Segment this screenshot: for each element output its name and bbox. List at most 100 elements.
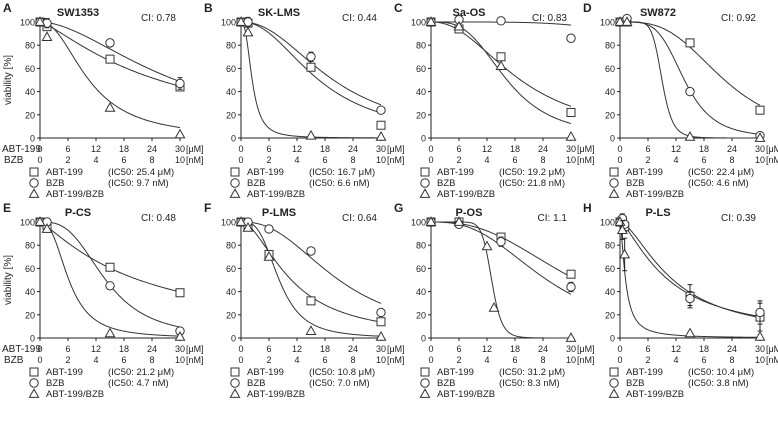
legend-ic50: (IC50: 21.2 μM) [108,367,174,378]
data-point-triangle [565,332,577,342]
y-tick-label: 60 [605,264,615,274]
abt-tick-label: 6 [266,344,271,354]
data-point-triangle [235,216,247,226]
data-point-triangle [235,16,247,26]
y-tick-label: 40 [416,287,426,297]
data-point-circle [685,86,695,97]
legend-marker-triangle [229,188,241,198]
abt-tick-label: 30 [376,344,386,354]
y-tick-label: 60 [226,64,236,74]
bzb-tick-label: 4 [673,355,678,365]
abt-tick-label: 12 [91,344,101,354]
legend-ic50: (IC50: 10.8 μM) [309,367,375,378]
legend-ic50: (IC50: 9.7 nM) [108,178,169,189]
y-axis-label: viability [%] [3,255,14,305]
data-point-triangle [754,331,766,341]
abt-tick-label: 6 [456,144,461,154]
y-tick-label: 40 [25,287,35,297]
legend-marker-square [29,167,39,177]
unit-um: [μM] [766,344,778,354]
y-tick-label: 100 [221,18,236,28]
bzb-tick-label: 2 [65,155,70,165]
data-point-triangle [375,131,387,141]
legend-marker-circle [29,378,39,388]
data-point-triangle [34,16,46,26]
abt-tick-label: 0 [428,144,433,154]
y-axis-label: viability [%] [3,55,14,105]
fit-curve-triangle [619,221,761,338]
legend-label: ABT-199/BZB [626,389,684,400]
y-tick-label: 0 [30,334,35,344]
bzb-tick-label: 0 [428,355,433,365]
legend-marker-circle [29,178,39,188]
y-tick-label: 60 [226,264,236,274]
ci-value: CI: 0.92 [721,13,756,24]
panel-B: B SK-LMS CI: 0.440204060801000062124186248… [204,1,405,200]
legend-label: BZB [46,178,64,189]
unit-um: [μM] [387,144,405,154]
ci-value: CI: 0.64 [342,213,377,224]
bzb-tick-label: 10 [755,155,765,165]
data-point-square [105,54,115,64]
bzb-tick-label: 4 [93,355,98,365]
data-point-circle [685,293,695,304]
abt-tick-label: 24 [348,144,358,154]
unit-nm: [nM] [766,355,778,365]
y-tick-label: 20 [226,110,236,120]
y-tick-label: 100 [600,218,615,228]
legend-ic50: (IC50: 4.7 nM) [108,378,169,389]
bzb-tick-label: 6 [701,155,706,165]
panel-H: H P-LS CI: 0.39020406080100006212418624830… [583,201,778,400]
bzb-tick-label: 4 [294,355,299,365]
unit-um: [μM] [186,144,204,154]
y-tick-label: 60 [605,64,615,74]
panel-letter: F [204,201,211,215]
legend-label: ABT-199 [437,167,474,178]
legend-ic50: (IC50: 4.6 nM) [688,178,749,189]
legend-label: ABT-199/BZB [247,189,305,200]
y-tick-label: 80 [605,41,615,51]
legend-label: ABT-199/BZB [46,389,104,400]
legend-marker-square [609,167,619,177]
y-tick-label: 80 [226,241,236,251]
legend-label: BZB [437,178,455,189]
bzb-tick-label: 2 [266,155,271,165]
data-point-square [566,107,576,117]
data-point-circle [496,237,506,247]
data-point-square [105,262,115,272]
bzb-tick-label: 8 [350,155,355,165]
ci-value: CI: 0.83 [532,13,567,24]
legend-ic50: (IC50: 19.2 μM) [499,167,565,178]
legend-label: BZB [247,378,265,389]
legend-label: ABT-199 [626,367,663,378]
data-point-circle [175,78,185,89]
data-point-triangle [242,26,254,37]
fit-curve-triangle [39,21,181,129]
legend-marker-triangle [229,388,241,398]
y-tick-label: 100 [411,218,426,228]
fit-curve-square [39,21,181,87]
legend-ic50: (IC50: 8.3 nM) [499,378,560,389]
unit-um: [μM] [186,344,204,354]
bzb-tick-label: 8 [540,155,545,165]
abt-tick-label: 18 [119,144,129,154]
y-tick-label: 80 [25,41,35,51]
fit-curve-triangle [240,21,382,139]
abt-tick-label: 6 [645,144,650,154]
abt-tick-label: 24 [727,344,737,354]
fit-curve-triangle [39,221,181,337]
y-tick-label: 20 [605,310,615,320]
legend-marker-triangle [419,388,431,398]
abt-tick-label: 6 [266,144,271,154]
y-tick-label: 0 [231,134,236,144]
data-point-triangle [614,16,626,26]
fit-curve-square [240,21,382,114]
data-point-square [685,38,695,48]
data-point-triangle [41,223,53,233]
legend-marker-square [609,367,619,377]
abt-tick-label: 30 [566,144,576,154]
bzb-tick-label: 0 [37,155,42,165]
fit-curve-triangle [431,21,572,125]
abt-tick-label: 18 [119,344,129,354]
panel-F: F P-LMS CI: 0.6402040608010000621241862483… [204,201,405,400]
